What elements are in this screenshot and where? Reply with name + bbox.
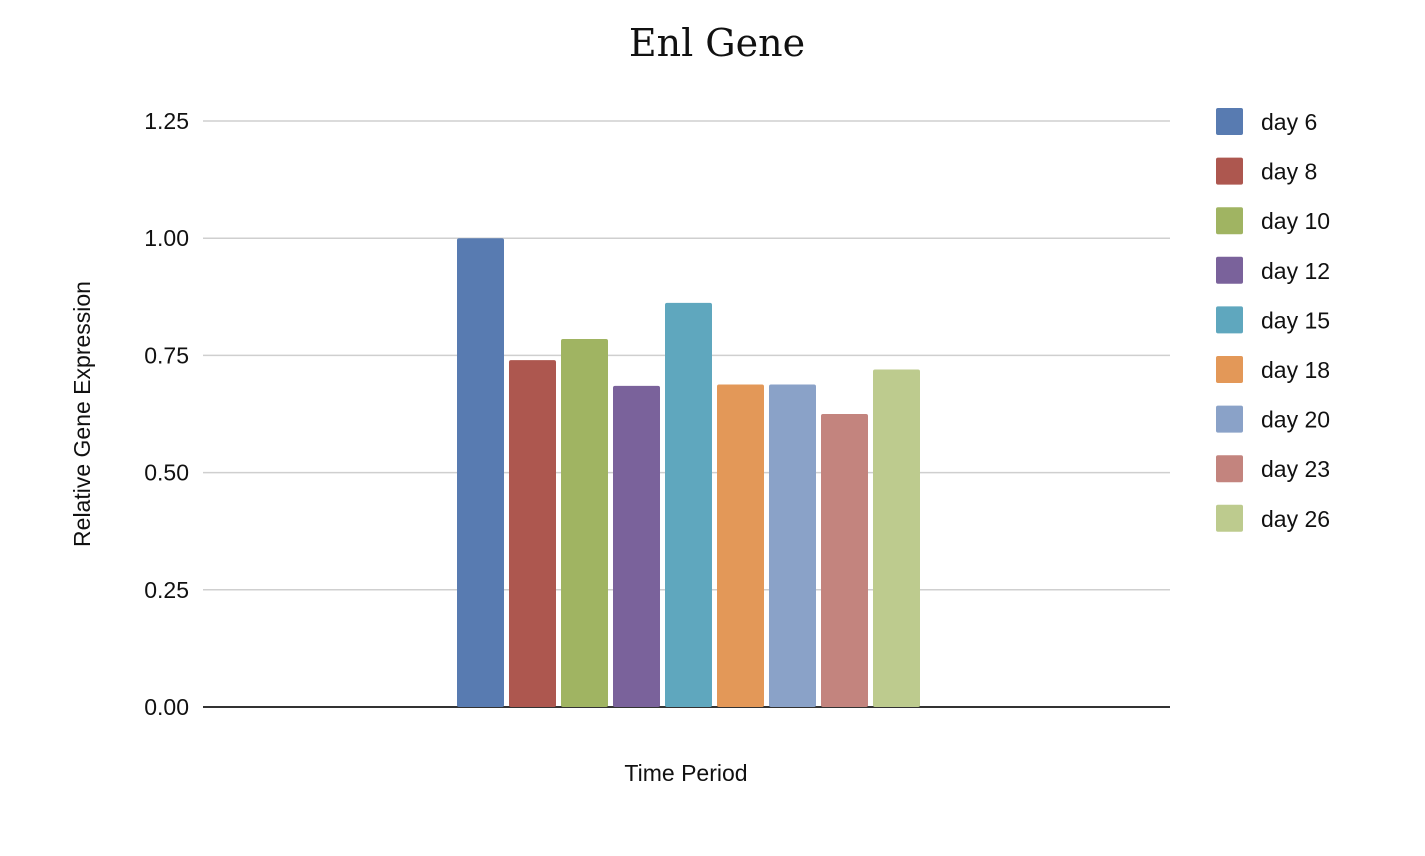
legend-swatch-day-18	[1216, 356, 1243, 383]
y-axis-label: Relative Gene Expression	[69, 281, 95, 547]
chart-title: Enl Gene	[629, 21, 805, 65]
bar-day-18	[717, 384, 764, 707]
bar-day-6	[457, 238, 504, 707]
bar-day-12	[613, 385, 660, 707]
y-tick-label: 0.25	[144, 577, 189, 603]
legend-swatch-day-6	[1216, 108, 1243, 135]
bar-day-23	[821, 414, 868, 707]
y-tick-label: 1.00	[144, 225, 189, 251]
legend-swatch-day-15	[1216, 306, 1243, 334]
legend-label-day-20: day 20	[1261, 407, 1330, 433]
legend-label-day-18: day 18	[1261, 357, 1330, 383]
legend-swatch-day-23	[1216, 455, 1243, 483]
legend-swatch-day-8	[1216, 157, 1243, 185]
legend-swatch-day-26	[1216, 504, 1243, 532]
bars	[457, 238, 920, 707]
bar-day-20	[769, 384, 816, 707]
legend-label-day-6: day 6	[1261, 109, 1317, 135]
legend-label-day-23: day 23	[1261, 456, 1330, 482]
legend-label-day-15: day 15	[1261, 307, 1330, 333]
legend-label-day-12: day 12	[1261, 258, 1330, 284]
y-tick-label: 0.75	[144, 342, 189, 368]
bar-day-15	[665, 302, 712, 707]
legend-swatch-day-10	[1216, 207, 1243, 235]
axes: 0.00 0.25 0.50 0.75 1.00 1.25	[144, 108, 189, 720]
legend-swatch-day-12	[1216, 256, 1243, 284]
bar-day-8	[509, 360, 556, 707]
legend-swatch-day-20	[1216, 405, 1243, 433]
legend-label-day-8: day 8	[1261, 159, 1317, 185]
y-tick-label: 0.00	[144, 694, 189, 720]
bar-day-26	[873, 369, 920, 707]
y-tick-label: 0.50	[144, 460, 189, 486]
y-tick-label: 1.25	[144, 108, 189, 134]
legend-label-day-10: day 10	[1261, 208, 1330, 234]
x-axis-label: Time Period	[624, 760, 747, 786]
legend: day 6 day 8 day 10 day 12 day 15 day 18 day 20…	[1216, 108, 1330, 532]
legend-label-day-26: day 26	[1261, 506, 1330, 532]
bar-day-10	[561, 338, 608, 707]
